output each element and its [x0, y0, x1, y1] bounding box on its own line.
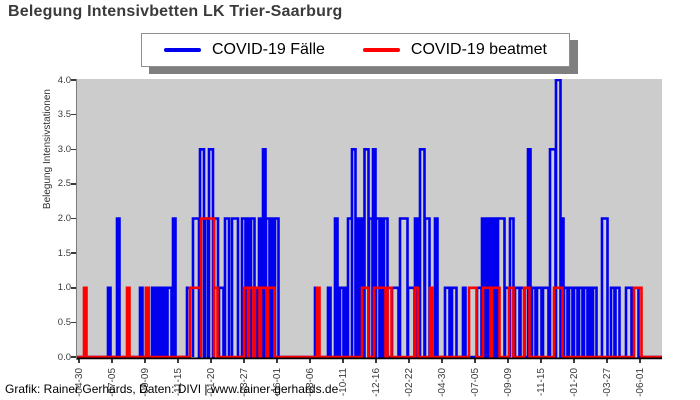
x-tick-label: -07-05: [107, 368, 118, 397]
y-tick-mark: [71, 321, 76, 324]
x-tick-label: -09-09: [503, 368, 514, 397]
x-tick-mark: [573, 359, 575, 363]
x-tick-label: -02-22: [404, 368, 415, 397]
x-tick-mark: [111, 359, 113, 363]
x-tick-label: -09-09: [140, 368, 151, 397]
x-tick-label: -10-11: [338, 368, 349, 397]
x-tick-mark: [408, 359, 410, 363]
series-covid-faelle-line: [77, 79, 662, 359]
y-tick-label: 1.5: [57, 247, 71, 259]
y-tick-label: 0.0: [57, 351, 71, 363]
line-swatch-covid-faelle-icon: [164, 48, 201, 52]
x-tick-label: -07-05: [470, 368, 481, 397]
legend-item-covid-faelle: COVID-19 Fälle: [164, 41, 325, 59]
x-tick-label: -03-27: [602, 368, 613, 397]
y-tick-label: 0.5: [57, 316, 71, 328]
legend: COVID-19 Fälle COVID-19 beatmet: [141, 33, 570, 67]
x-tick-mark: [309, 359, 311, 363]
y-tick-mark: [71, 217, 76, 220]
series-covid-beatmet-line: [77, 217, 662, 359]
x-tick-label: -01-20: [569, 368, 580, 397]
x-tick-label: -06-01: [272, 368, 283, 397]
y-axis-line: [76, 79, 78, 360]
x-tick-label: -08-06: [305, 368, 316, 397]
y-tick-mark: [71, 183, 76, 185]
y-tick-mark: [71, 252, 76, 254]
x-tick-mark: [210, 359, 212, 363]
x-tick-mark: [441, 359, 443, 363]
x-tick-label: -11-15: [536, 368, 547, 397]
x-tick-mark: [474, 359, 476, 363]
y-tick-label: 1.0: [57, 282, 71, 294]
y-tick-mark: [71, 79, 76, 81]
x-tick-mark: [507, 359, 509, 363]
chart-title: Belegung Intensivbetten LK Trier-Saarbur…: [8, 3, 343, 20]
y-tick-label: 3.0: [57, 143, 71, 155]
y-tick-mark: [71, 287, 76, 289]
x-tick-mark: [243, 359, 245, 363]
line-swatch-covid-beatmet-icon: [362, 48, 400, 52]
x-tick-mark: [606, 359, 608, 363]
plot-area: [77, 79, 662, 360]
legend-item-covid-beatmet: COVID-19 beatmet: [362, 41, 547, 59]
x-tick-label: -04-30: [437, 368, 448, 397]
x-tick-mark: [276, 359, 278, 363]
x-tick-label: -12-16: [371, 368, 382, 397]
x-tick-mark: [540, 359, 542, 363]
x-tick-mark: [78, 359, 80, 363]
y-tick-mark: [71, 113, 76, 116]
x-tick-mark: [177, 359, 179, 363]
x-tick-label: -01-20: [206, 368, 217, 397]
y-tick-label: 2.5: [57, 178, 71, 190]
footer-credit: Grafik: Rainer Gerhards, Daten: DIVI | w…: [5, 382, 339, 396]
x-tick-label: -06-01: [635, 368, 646, 397]
y-tick-mark: [71, 356, 76, 358]
x-tick-mark: [144, 359, 146, 363]
y-tick-label: 2.0: [57, 213, 71, 224]
y-tick-label: 4.0: [57, 74, 71, 86]
x-tick-mark: [342, 359, 344, 363]
x-tick-label: -04-30: [74, 368, 85, 397]
x-tick-label: -03-27: [239, 368, 250, 397]
x-tick-mark: [639, 359, 641, 363]
legend-label-covid-beatmet: COVID-19 beatmet: [410, 41, 547, 58]
legend-label-covid-faelle: COVID-19 Fälle: [212, 41, 325, 58]
x-tick-mark: [375, 359, 377, 363]
y-tick-label: 3.5: [57, 109, 71, 121]
y-tick-mark: [71, 148, 76, 150]
x-tick-label: -11-15: [173, 368, 184, 397]
